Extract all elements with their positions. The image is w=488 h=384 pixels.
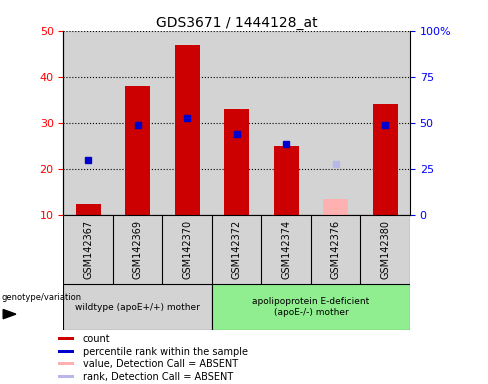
Text: GSM142370: GSM142370 <box>182 220 192 279</box>
Bar <box>311 31 361 215</box>
Text: genotype/variation: genotype/variation <box>1 293 81 301</box>
Bar <box>212 284 410 330</box>
Bar <box>113 31 163 215</box>
Bar <box>224 109 249 215</box>
Bar <box>76 204 101 215</box>
Text: percentile rank within the sample: percentile rank within the sample <box>82 347 248 357</box>
Bar <box>58 375 75 377</box>
Bar <box>58 338 75 340</box>
Bar <box>63 284 212 330</box>
Bar <box>175 45 200 215</box>
Bar <box>63 31 113 215</box>
Title: GDS3671 / 1444128_at: GDS3671 / 1444128_at <box>156 16 318 30</box>
Text: value, Detection Call = ABSENT: value, Detection Call = ABSENT <box>82 359 238 369</box>
Bar <box>125 86 150 215</box>
Bar <box>323 199 348 215</box>
Text: GSM142372: GSM142372 <box>232 220 242 279</box>
Text: count: count <box>82 334 110 344</box>
Bar <box>274 146 299 215</box>
Text: GSM142380: GSM142380 <box>380 220 390 279</box>
Bar <box>262 31 311 215</box>
Bar <box>58 350 75 353</box>
Text: wildtype (apoE+/+) mother: wildtype (apoE+/+) mother <box>75 303 200 312</box>
Bar <box>361 31 410 215</box>
Text: GSM142369: GSM142369 <box>133 220 142 279</box>
Text: rank, Detection Call = ABSENT: rank, Detection Call = ABSENT <box>82 372 233 382</box>
Bar <box>58 362 75 365</box>
Polygon shape <box>3 310 16 319</box>
Text: GSM142374: GSM142374 <box>281 220 291 279</box>
Bar <box>373 104 398 215</box>
Bar <box>212 31 262 215</box>
Text: GSM142367: GSM142367 <box>83 220 93 279</box>
Bar <box>163 31 212 215</box>
Text: apolipoprotein E-deficient
(apoE-/-) mother: apolipoprotein E-deficient (apoE-/-) mot… <box>252 298 369 317</box>
Text: GSM142376: GSM142376 <box>331 220 341 279</box>
